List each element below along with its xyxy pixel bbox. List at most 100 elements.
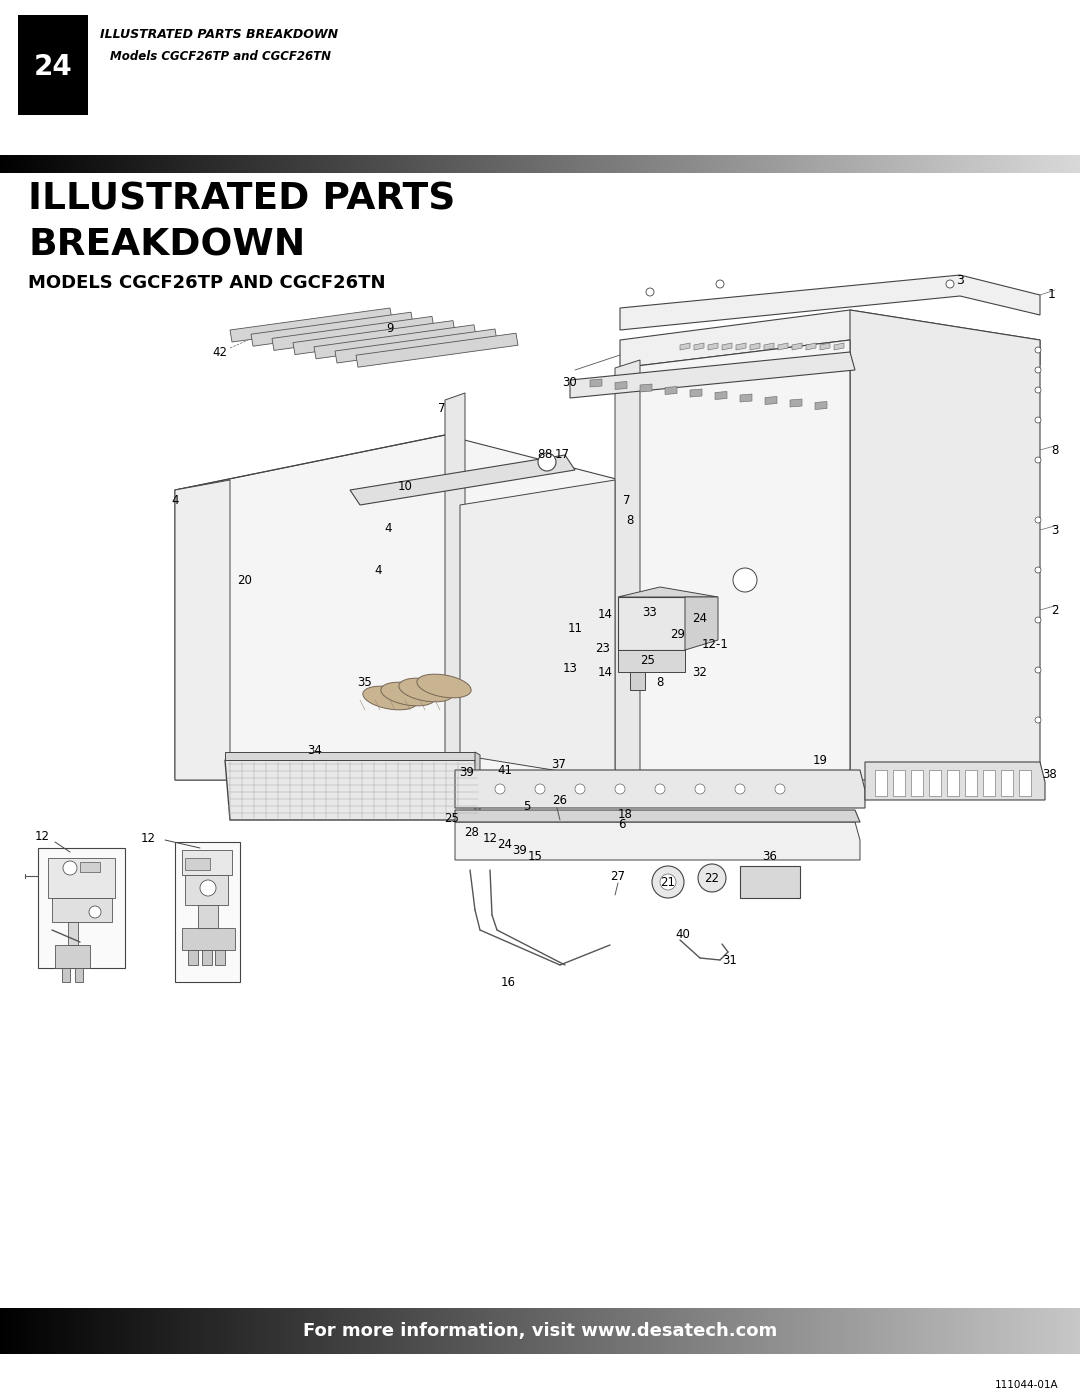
Text: 4: 4 xyxy=(384,521,392,535)
Text: 2: 2 xyxy=(1051,604,1058,616)
Polygon shape xyxy=(183,928,235,950)
Text: 4: 4 xyxy=(375,563,381,577)
Bar xyxy=(1001,770,1013,796)
Bar xyxy=(875,770,887,796)
Text: 17: 17 xyxy=(554,448,569,461)
Polygon shape xyxy=(618,650,685,672)
Circle shape xyxy=(1035,767,1041,773)
Polygon shape xyxy=(640,384,652,393)
Text: 8: 8 xyxy=(1051,443,1058,457)
Polygon shape xyxy=(460,481,615,780)
Text: 28: 28 xyxy=(464,826,480,838)
Text: 9: 9 xyxy=(387,321,394,334)
Circle shape xyxy=(495,784,505,793)
Polygon shape xyxy=(750,344,760,351)
Text: 11: 11 xyxy=(567,622,582,634)
Circle shape xyxy=(1035,617,1041,623)
Text: 30: 30 xyxy=(563,377,578,390)
Text: 41: 41 xyxy=(498,764,513,777)
Text: 6: 6 xyxy=(618,819,625,831)
Text: 40: 40 xyxy=(676,929,690,942)
Polygon shape xyxy=(789,400,802,407)
Circle shape xyxy=(615,784,625,793)
Polygon shape xyxy=(356,334,518,367)
Text: 32: 32 xyxy=(692,665,707,679)
Polygon shape xyxy=(183,849,232,875)
Text: 21: 21 xyxy=(661,876,675,888)
Polygon shape xyxy=(272,316,434,351)
Text: 25: 25 xyxy=(445,812,459,824)
Text: 1: 1 xyxy=(1048,289,1056,302)
Text: 24: 24 xyxy=(692,612,707,624)
Text: For more information, visit www.desatech.com: For more information, visit www.desatech… xyxy=(302,1322,778,1340)
Text: 4: 4 xyxy=(172,493,179,507)
Circle shape xyxy=(698,863,726,893)
Polygon shape xyxy=(62,968,70,982)
Polygon shape xyxy=(820,344,831,351)
Polygon shape xyxy=(175,434,620,780)
Text: 42: 42 xyxy=(213,345,228,359)
Text: 5: 5 xyxy=(524,800,530,813)
Polygon shape xyxy=(615,360,640,780)
Polygon shape xyxy=(834,344,843,351)
Polygon shape xyxy=(690,388,702,397)
Polygon shape xyxy=(620,310,1040,367)
Polygon shape xyxy=(185,875,228,905)
Polygon shape xyxy=(618,597,685,650)
Text: 31: 31 xyxy=(723,954,738,967)
Text: 26: 26 xyxy=(553,793,567,806)
Circle shape xyxy=(1035,367,1041,373)
Bar xyxy=(947,770,959,796)
Polygon shape xyxy=(615,381,627,390)
Polygon shape xyxy=(865,761,1045,800)
Text: 7: 7 xyxy=(438,401,446,415)
Text: 27: 27 xyxy=(610,869,625,883)
Circle shape xyxy=(654,784,665,793)
Text: 12: 12 xyxy=(140,831,156,845)
Circle shape xyxy=(735,784,745,793)
Text: 8: 8 xyxy=(657,676,664,689)
Circle shape xyxy=(575,784,585,793)
Polygon shape xyxy=(80,862,100,872)
Text: 12-1: 12-1 xyxy=(702,638,728,651)
Polygon shape xyxy=(68,922,78,944)
Text: 7: 7 xyxy=(623,493,631,507)
Text: 37: 37 xyxy=(552,759,566,771)
Polygon shape xyxy=(570,352,855,398)
Polygon shape xyxy=(694,344,704,351)
Text: 18: 18 xyxy=(618,807,633,820)
Polygon shape xyxy=(198,905,218,928)
Polygon shape xyxy=(455,821,860,861)
Polygon shape xyxy=(723,344,732,351)
Text: 29: 29 xyxy=(671,627,686,640)
Polygon shape xyxy=(202,950,212,965)
Circle shape xyxy=(63,861,77,875)
Text: 3: 3 xyxy=(956,274,964,286)
Polygon shape xyxy=(455,770,865,807)
Text: 8: 8 xyxy=(544,448,552,461)
Polygon shape xyxy=(765,397,777,405)
Ellipse shape xyxy=(417,675,471,698)
Polygon shape xyxy=(225,752,475,760)
Polygon shape xyxy=(815,401,827,409)
Text: 34: 34 xyxy=(308,743,323,757)
Text: 33: 33 xyxy=(643,605,658,619)
Ellipse shape xyxy=(399,678,454,701)
Polygon shape xyxy=(708,344,718,351)
Polygon shape xyxy=(620,339,850,780)
Polygon shape xyxy=(455,810,860,821)
Text: 13: 13 xyxy=(563,662,578,675)
Circle shape xyxy=(660,875,676,890)
Text: 24: 24 xyxy=(498,838,513,852)
Bar xyxy=(18,15,87,115)
Circle shape xyxy=(89,907,102,918)
Text: 16: 16 xyxy=(500,975,515,989)
Ellipse shape xyxy=(363,686,417,710)
Polygon shape xyxy=(590,379,602,387)
Polygon shape xyxy=(778,344,788,351)
Polygon shape xyxy=(792,344,802,351)
Polygon shape xyxy=(188,950,198,965)
Polygon shape xyxy=(38,848,125,968)
Polygon shape xyxy=(740,866,800,898)
Polygon shape xyxy=(715,391,727,400)
